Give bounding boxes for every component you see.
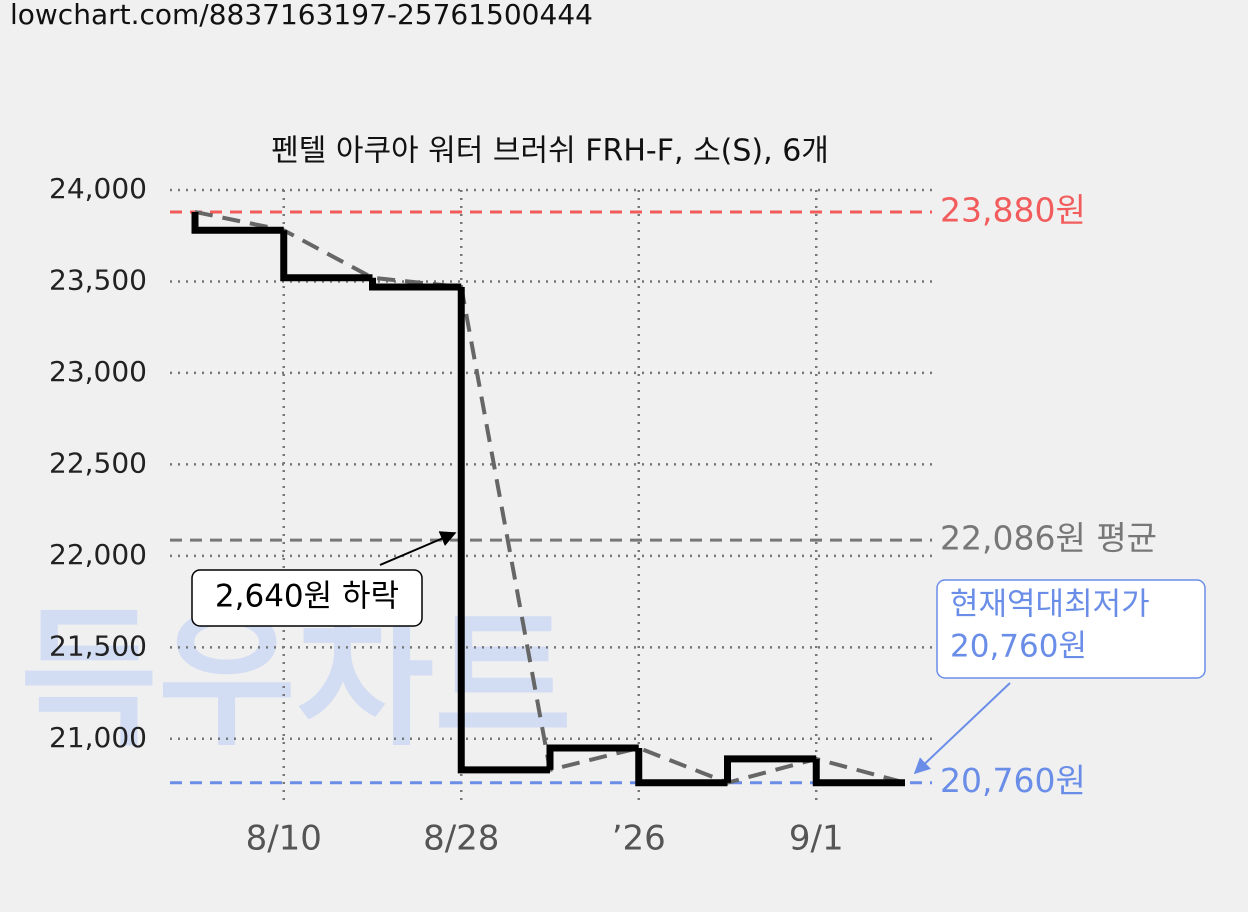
- x-tick-label: 8/28: [423, 819, 499, 859]
- annotation-text: 2,640원 하락: [215, 579, 399, 615]
- chart-title: 펜텔 아쿠아 워터 브러쉬 FRH-F, 소(S), 6개: [271, 134, 829, 169]
- step-segment: [812, 758, 905, 787]
- step-segment: [546, 744, 639, 770]
- step-segment: [280, 230, 373, 282]
- y-tick-label: 21,500: [49, 629, 147, 662]
- step-segment: [457, 286, 550, 774]
- step-segment: [724, 755, 817, 783]
- y-tick-label: 21,000: [49, 721, 147, 754]
- x-tick-label: 8/10: [246, 819, 322, 859]
- annotation-box: [191, 569, 423, 627]
- annotation-box: [936, 579, 1206, 679]
- y-tick-label: 23,500: [49, 263, 147, 296]
- step-segment: [369, 277, 462, 291]
- y-tick-label: 22,500: [49, 446, 147, 479]
- y-tick-label: 22,000: [49, 538, 147, 571]
- annotation-text: 20,760원: [950, 629, 1087, 665]
- x-tick-label: ’26: [612, 819, 666, 859]
- annotation-arrow: [913, 682, 1011, 775]
- x-tick-label: 9/1: [789, 819, 844, 859]
- y-tick-label: 24,000: [49, 172, 147, 205]
- annotation-text: 현재역대최저가: [950, 587, 1150, 623]
- step-segment: [191, 211, 284, 234]
- reference-label: 22,086원 평균: [940, 519, 1157, 558]
- y-tick-label: 23,000: [49, 355, 147, 388]
- reference-label: 23,880원: [940, 190, 1086, 229]
- reference-label: 20,760원: [940, 761, 1086, 800]
- source-url: lowchart.com/8837163197-25761500444: [10, 0, 593, 31]
- annotation-arrow: [379, 531, 457, 566]
- step-segment: [635, 747, 728, 787]
